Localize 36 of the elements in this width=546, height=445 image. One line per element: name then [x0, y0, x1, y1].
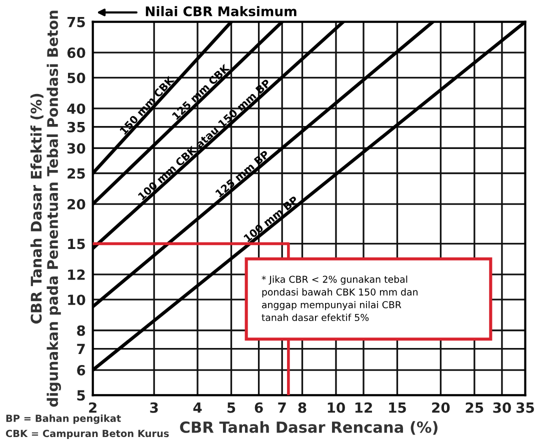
- text: CBK = Campuran Beton Kurus: [6, 430, 169, 440]
- text: Nilai CBR Maksimum: [146, 6, 296, 16]
- y-tick-label: 25: [68, 168, 85, 179]
- y-tick-label: 60: [67, 48, 86, 58]
- x-tick-label: 12: [355, 402, 372, 413]
- y-tick-label: 7: [77, 344, 85, 354]
- x-tick-label: 6: [254, 402, 263, 413]
- x-tick-label: 7: [278, 402, 286, 413]
- text: BP = Bahan pengikat: [6, 414, 121, 424]
- x-tick-label: 10: [328, 402, 345, 413]
- x-tick-label: 5: [227, 402, 236, 413]
- text: 100 mm BP: [243, 196, 299, 242]
- x-tick-label: 20: [432, 402, 450, 413]
- y-tick-label: 30: [67, 143, 86, 154]
- x-tick-label: 3: [150, 402, 158, 413]
- y-tick-label: 40: [67, 103, 86, 114]
- y-tick-label: 8: [77, 325, 86, 336]
- x-tick-label: 15: [389, 402, 406, 413]
- y-tick-label: 20: [68, 199, 86, 210]
- y-tick-label: 35: [67, 122, 85, 132]
- y-tick-label: 5: [77, 390, 85, 401]
- x-axis-title: CBR Tanah Dasar Rencana (%): [180, 421, 438, 435]
- annotation: * Jika CBR < 2% gunakan tebal pondasi bawah CBK 150 mm dan anggap mempunyai nilai CBR tanah dasar efektif 5%: [262, 276, 418, 322]
- y-tick-label: 6: [77, 365, 86, 376]
- x-tick-label: 4: [193, 402, 202, 413]
- y-tick-label: 12: [68, 269, 85, 280]
- y-tick-label: 50: [68, 72, 86, 84]
- x-tick-label: 2: [89, 402, 96, 413]
- x-tick-label: 25: [466, 402, 484, 413]
- y-tick-label: 15: [68, 238, 85, 250]
- x-tick-label: 8: [298, 402, 306, 413]
- y-tick-label: 10: [68, 294, 86, 306]
- y-tick-label: 75: [67, 16, 85, 28]
- y-axis-title: CBR Tanah Dasar Efektif (%) digunakan pada Penentuan Tebal Pondasi Beton: [30, 10, 61, 407]
- x-tick-label: 35: [516, 402, 534, 413]
- x-tick-label: 30: [493, 402, 511, 413]
